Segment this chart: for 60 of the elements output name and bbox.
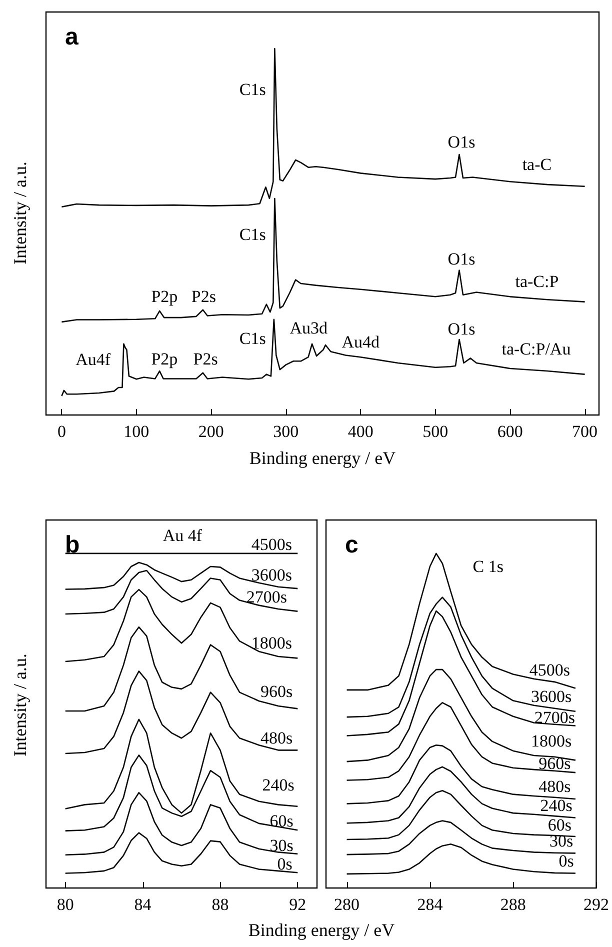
x-tick-label: 300 [273, 422, 299, 441]
x-tick-label: 84 [134, 895, 152, 914]
text: Au 4f [162, 526, 202, 546]
annotation: O1s [448, 249, 476, 268]
x-tick-label: 88 [212, 895, 229, 914]
annotation: 480s [260, 728, 293, 748]
x-tick-label: 500 [422, 422, 448, 441]
y-axis-title: Intensity / a.u. [10, 652, 31, 758]
x-axis-title: Binding energy / eV [247, 920, 396, 941]
annotation: 0s [277, 854, 292, 874]
annotation: ta-C:P/Au [502, 340, 572, 359]
annotation: C 1s [472, 557, 504, 576]
annotation: 240s [262, 775, 294, 794]
annotation: C1s [239, 80, 266, 100]
x-tick-label: 92 [289, 895, 306, 914]
x-tick-label: 400 [348, 422, 374, 441]
annotation: ta-C [522, 154, 552, 174]
annotation: 4500s [251, 534, 292, 554]
x-tick-label: 100 [124, 422, 150, 441]
annotation: 2700s [534, 708, 575, 727]
annotation: 0s [558, 852, 574, 871]
annotation: 1800s [531, 731, 572, 750]
annotation: 60s [270, 812, 294, 831]
annotation: P2s [191, 287, 216, 306]
annotation: 4500s [529, 660, 570, 680]
annotation: 60s [548, 816, 572, 835]
annotation: Au4d [342, 332, 380, 352]
x-tick-label: 80 [56, 895, 74, 914]
chart-title: a [65, 24, 79, 50]
x-tick-label: 600 [497, 422, 523, 441]
annotation: 960s [260, 682, 293, 702]
annotation: Au4f [76, 350, 111, 370]
annotation: 2700s [246, 587, 287, 606]
x-tick-label: 700 [572, 422, 598, 441]
x-tick-label: 284 [417, 895, 444, 914]
annotation: 1800s [251, 634, 292, 653]
annotation: C1s [239, 224, 266, 244]
annotation: O1s [448, 132, 476, 152]
annotation: P2p [151, 349, 178, 368]
chart-title: b [65, 532, 80, 558]
x-tick-label: 288 [500, 895, 526, 914]
annotation: 30s [270, 836, 294, 856]
y-axis-title: Intensity / a.u. [10, 160, 31, 266]
annotation: 3600s [531, 687, 572, 706]
annotation: ta-C:P [515, 272, 559, 292]
annotation: C1s [239, 328, 266, 348]
x-tick-label: 280 [334, 895, 360, 914]
x-axis-title: Binding energy / eV [248, 448, 397, 469]
annotation: 960s [538, 754, 571, 774]
annotation: 240s [540, 796, 572, 816]
x-tick-label: 200 [198, 422, 224, 441]
annotation: 3600s [251, 565, 292, 584]
annotation: O1s [448, 319, 476, 338]
annotation: Au3d [290, 318, 328, 338]
x-tick-label: 292 [584, 895, 609, 914]
chart-title: c [345, 532, 358, 558]
x-tick-label: 0 [57, 422, 66, 441]
annotation: P2s [193, 349, 218, 368]
annotation: P2p [151, 287, 178, 306]
annotation: 480s [538, 776, 571, 796]
